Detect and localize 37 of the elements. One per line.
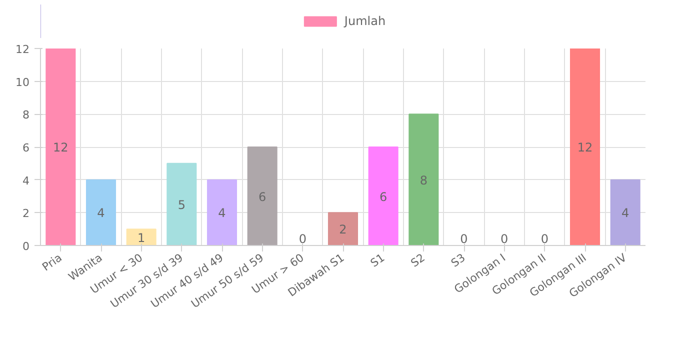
data-label: 6 bbox=[258, 190, 266, 204]
bar bbox=[408, 114, 439, 246]
data-label: 2 bbox=[339, 222, 347, 237]
data-label: 12 bbox=[577, 140, 593, 154]
data-label: 6 bbox=[380, 190, 388, 204]
bar bbox=[206, 179, 238, 246]
bar bbox=[610, 179, 640, 246]
bar bbox=[166, 162, 197, 246]
data-label: 0 bbox=[298, 232, 306, 246]
bar bbox=[46, 48, 76, 246]
bar bbox=[570, 48, 600, 246]
y-tick-label: 2 bbox=[22, 207, 30, 220]
x-tick-label: S2 bbox=[408, 251, 428, 270]
data-label: 4 bbox=[97, 206, 105, 220]
data-label: 12 bbox=[53, 140, 68, 154]
y-tick-label: 8 bbox=[22, 108, 30, 122]
bar bbox=[86, 179, 116, 246]
data-label: 1 bbox=[138, 230, 146, 245]
y-tick-label: 4 bbox=[22, 174, 30, 188]
bar bbox=[328, 212, 358, 246]
data-label: 4 bbox=[622, 206, 630, 220]
data-label: 5 bbox=[178, 198, 186, 212]
x-tick-label: S1 bbox=[368, 251, 388, 270]
data-label: 0 bbox=[460, 232, 468, 246]
y-tick-label: 12 bbox=[16, 43, 30, 56]
legend-label: Jumlah bbox=[344, 14, 386, 28]
data-label: 0 bbox=[500, 232, 508, 246]
data-label: 0 bbox=[540, 232, 548, 246]
data-label: 8 bbox=[420, 173, 428, 188]
y-tick-label: 10 bbox=[16, 76, 30, 89]
bar bbox=[126, 228, 156, 246]
bar bbox=[247, 146, 278, 246]
data-label: 4 bbox=[218, 206, 226, 220]
y-tick-label: 6 bbox=[22, 142, 30, 154]
x-tick-label: Pria bbox=[40, 251, 64, 274]
bar bbox=[368, 146, 398, 246]
y-tick-label: 0 bbox=[22, 240, 30, 253]
